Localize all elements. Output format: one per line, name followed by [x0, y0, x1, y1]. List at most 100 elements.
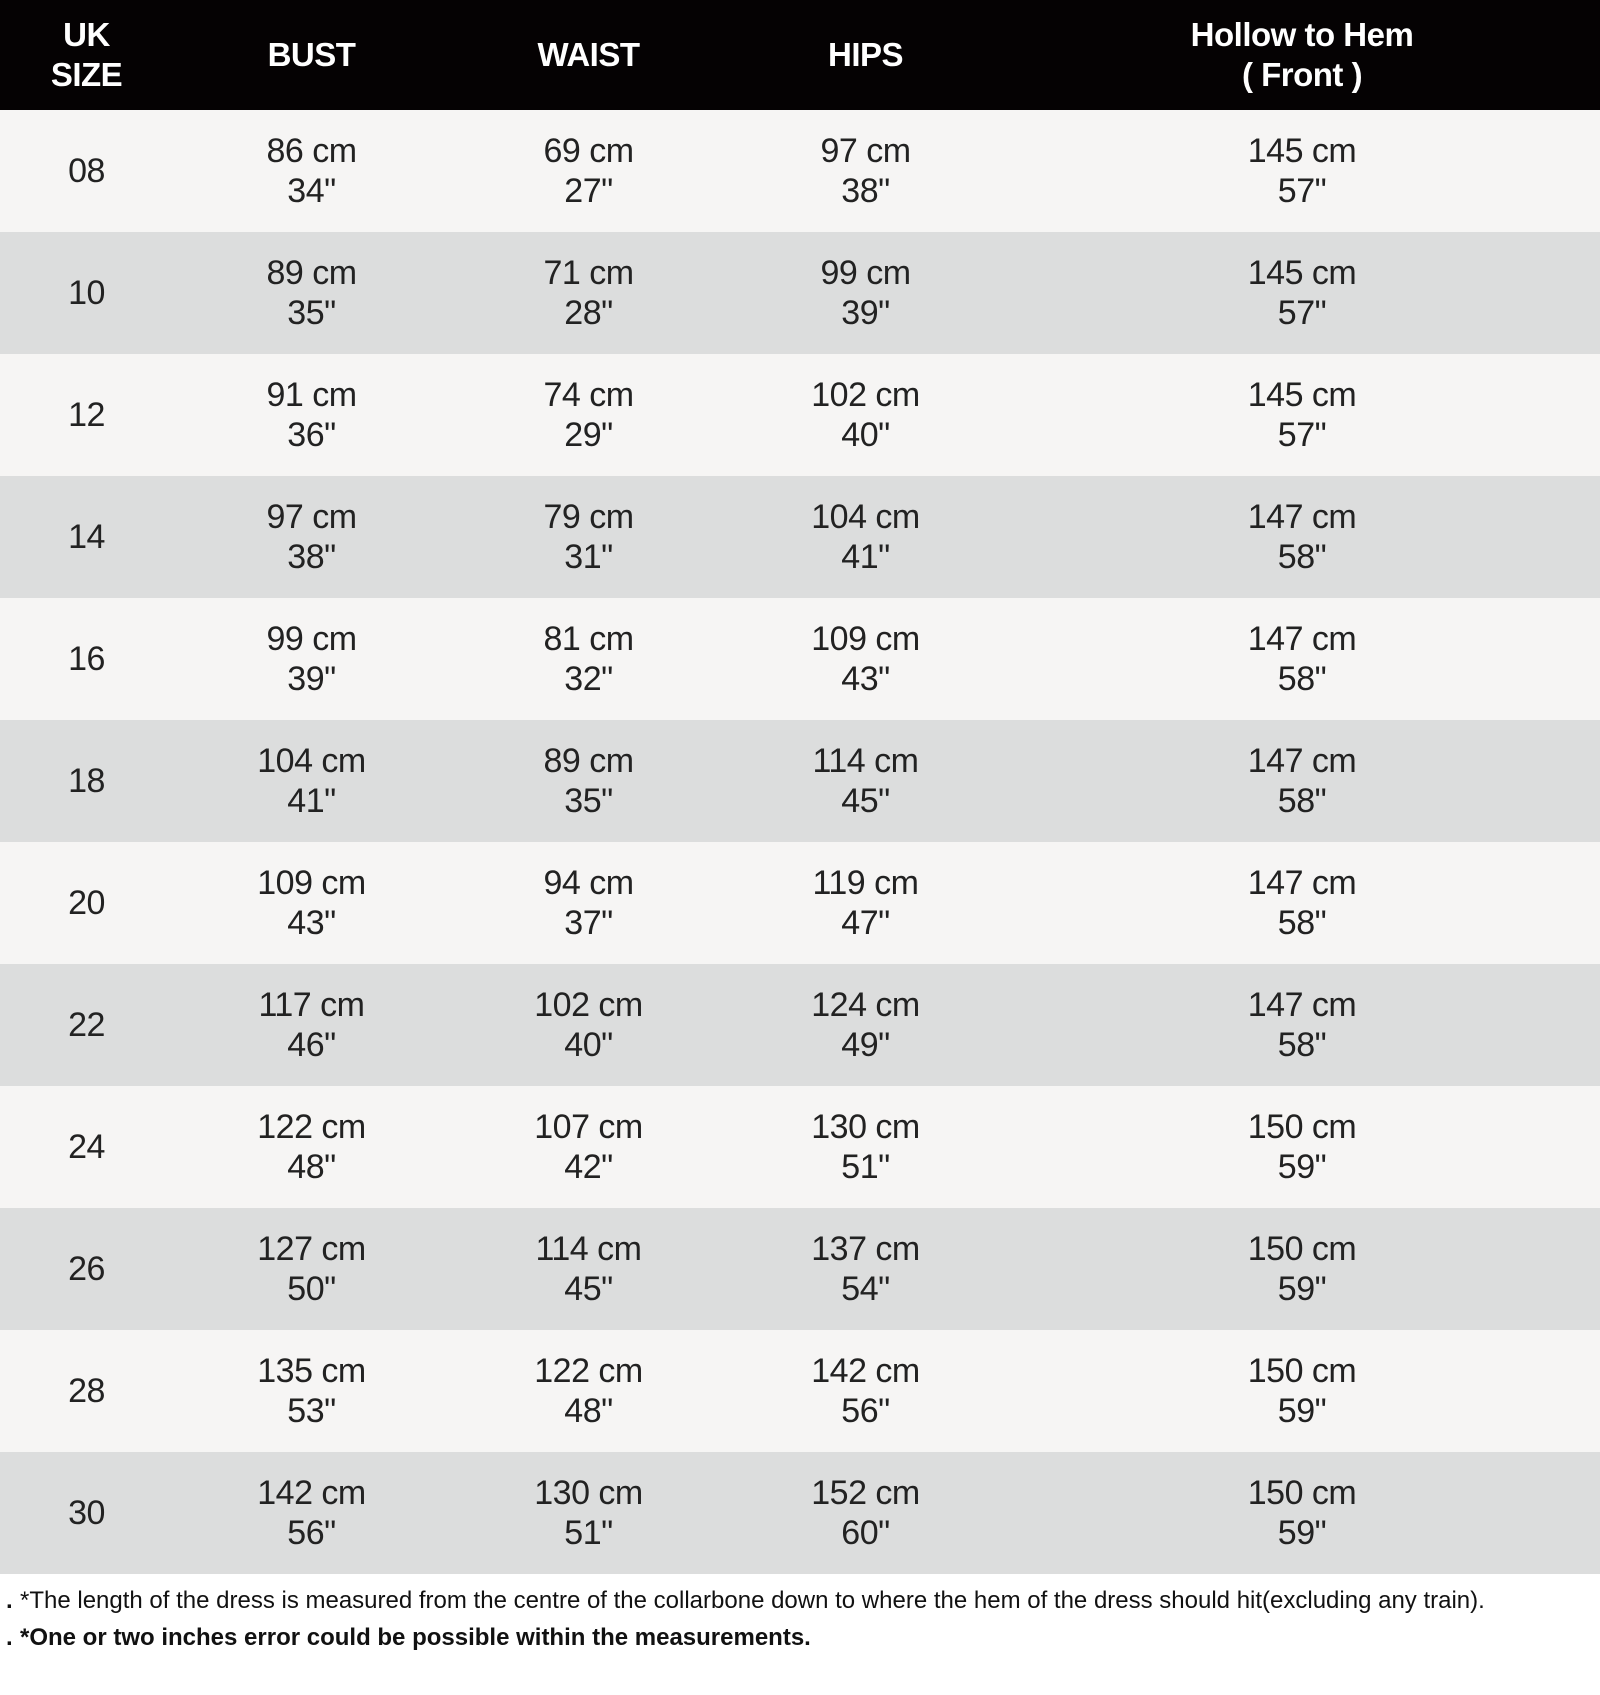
cm-value: 94 cm: [543, 864, 634, 902]
bust-cell: 122 cm 48": [173, 1086, 450, 1208]
table-row: 26 127 cm 50" 114 cm 45" 137 cm 54" 150 cm 59": [0, 1208, 1600, 1330]
column-header: BUST: [173, 0, 450, 110]
waist-cell: 69 cm 27": [450, 110, 727, 232]
cm-value: 145 cm: [1247, 132, 1357, 170]
inch-value: 51": [841, 1148, 890, 1186]
inch-value: 35": [287, 294, 336, 332]
bust-cell: 91 cm 36": [173, 354, 450, 476]
bust-cell: 99 cm 39": [173, 598, 450, 720]
inch-value: 50": [287, 1270, 336, 1308]
header-label: WAIST: [537, 36, 641, 73]
table-row: 24 122 cm 48" 107 cm 42" 130 cm 51" 150 cm 59": [0, 1086, 1600, 1208]
size-cell: 12: [0, 354, 173, 476]
cm-value: 135 cm: [257, 1352, 366, 1390]
size-cell: 20: [0, 842, 173, 964]
column-header: UK SIZE: [0, 0, 173, 110]
inch-value: 29": [564, 416, 613, 454]
cm-value: 86 cm: [266, 132, 357, 170]
inch-value: 38": [841, 172, 890, 210]
waist-cell: 102 cm 40": [450, 964, 727, 1086]
waist-cell: 122 cm 48": [450, 1330, 727, 1452]
note-item: . *One or two inches error could be possi…: [6, 1619, 1600, 1656]
bust-cell: 89 cm 35": [173, 232, 450, 354]
waist-cell: 81 cm 32": [450, 598, 727, 720]
inch-value: 47": [841, 904, 890, 942]
table-row: 10 89 cm 35" 71 cm 28" 99 cm 39" 145 cm 57": [0, 232, 1600, 354]
hem-cell: 147 cm 58": [1004, 964, 1600, 1086]
size-cell: 26: [0, 1208, 173, 1330]
cm-value: 71 cm: [543, 254, 634, 292]
size-cell: 30: [0, 1452, 173, 1574]
cm-value: 104 cm: [257, 742, 366, 780]
cm-value: 109 cm: [811, 620, 920, 658]
inch-value: 59": [1277, 1270, 1327, 1308]
size-cell: 08: [0, 110, 173, 232]
cm-value: 147 cm: [1247, 742, 1357, 780]
column-header: HIPS: [727, 0, 1004, 110]
size-cell: 14: [0, 476, 173, 598]
hips-cell: 130 cm 51": [727, 1086, 1004, 1208]
header-label: Hollow to Hem: [1190, 16, 1414, 53]
cm-value: 130 cm: [534, 1474, 643, 1512]
hips-cell: 137 cm 54": [727, 1208, 1004, 1330]
bust-cell: 104 cm 41": [173, 720, 450, 842]
cm-value: 117 cm: [258, 986, 365, 1024]
cm-value: 102 cm: [811, 376, 920, 414]
inch-value: 41": [287, 782, 336, 820]
inch-value: 58": [1277, 660, 1327, 698]
inch-value: 60": [841, 1514, 890, 1552]
cm-value: 107 cm: [534, 1108, 643, 1146]
hem-cell: 147 cm 58": [1004, 720, 1600, 842]
cm-value: 109 cm: [257, 864, 366, 902]
inch-value: 39": [287, 660, 336, 698]
inch-value: 57": [1277, 416, 1327, 454]
table-row: 22 117 cm 46" 102 cm 40" 124 cm 49" 147 cm 58": [0, 964, 1600, 1086]
waist-cell: 107 cm 42": [450, 1086, 727, 1208]
waist-cell: 79 cm 31": [450, 476, 727, 598]
hem-cell: 150 cm 59": [1004, 1086, 1600, 1208]
cm-value: 137 cm: [811, 1230, 920, 1268]
cm-value: 97 cm: [266, 498, 357, 536]
cm-value: 79 cm: [543, 498, 634, 536]
table-row: 20 109 cm 43" 94 cm 37" 119 cm 47" 147 cm 58": [0, 842, 1600, 964]
cm-value: 91 cm: [266, 376, 357, 414]
cm-value: 102 cm: [534, 986, 643, 1024]
waist-cell: 130 cm 51": [450, 1452, 727, 1574]
bullet: .: [6, 1587, 13, 1614]
bust-cell: 109 cm 43": [173, 842, 450, 964]
inch-value: 57": [1277, 172, 1327, 210]
inch-value: 42": [564, 1148, 613, 1186]
size-cell: 28: [0, 1330, 173, 1452]
cm-value: 152 cm: [811, 1474, 920, 1512]
inch-value: 46": [287, 1026, 336, 1064]
inch-value: 45": [841, 782, 890, 820]
cm-value: 122 cm: [257, 1108, 366, 1146]
size-cell: 22: [0, 964, 173, 1086]
hem-cell: 150 cm 59": [1004, 1208, 1600, 1330]
header-label: HIPS: [827, 36, 904, 73]
cm-value: 150 cm: [1247, 1108, 1357, 1146]
inch-value: 43": [287, 904, 336, 942]
cm-value: 69 cm: [543, 132, 634, 170]
size-cell: 10: [0, 232, 173, 354]
table-row: 14 97 cm 38" 79 cm 31" 104 cm 41" 147 cm 58": [0, 476, 1600, 598]
cm-value: 142 cm: [811, 1352, 920, 1390]
bust-cell: 86 cm 34": [173, 110, 450, 232]
inch-value: 57": [1277, 294, 1327, 332]
hips-cell: 119 cm 47": [727, 842, 1004, 964]
size-cell: 16: [0, 598, 173, 720]
cm-value: 114 cm: [812, 742, 919, 780]
cm-value: 142 cm: [257, 1474, 366, 1512]
inch-value: 49": [841, 1026, 890, 1064]
column-header: WAIST: [450, 0, 727, 110]
note-text: *The length of the dress is measured fro…: [20, 1587, 1485, 1614]
size-cell: 18: [0, 720, 173, 842]
cm-value: 150 cm: [1247, 1352, 1357, 1390]
header-label: SIZE: [50, 56, 123, 93]
inch-value: 31": [564, 538, 613, 576]
hips-cell: 102 cm 40": [727, 354, 1004, 476]
hem-cell: 150 cm 59": [1004, 1452, 1600, 1574]
cm-value: 124 cm: [811, 986, 920, 1024]
hips-cell: 114 cm 45": [727, 720, 1004, 842]
inch-value: 54": [841, 1270, 890, 1308]
